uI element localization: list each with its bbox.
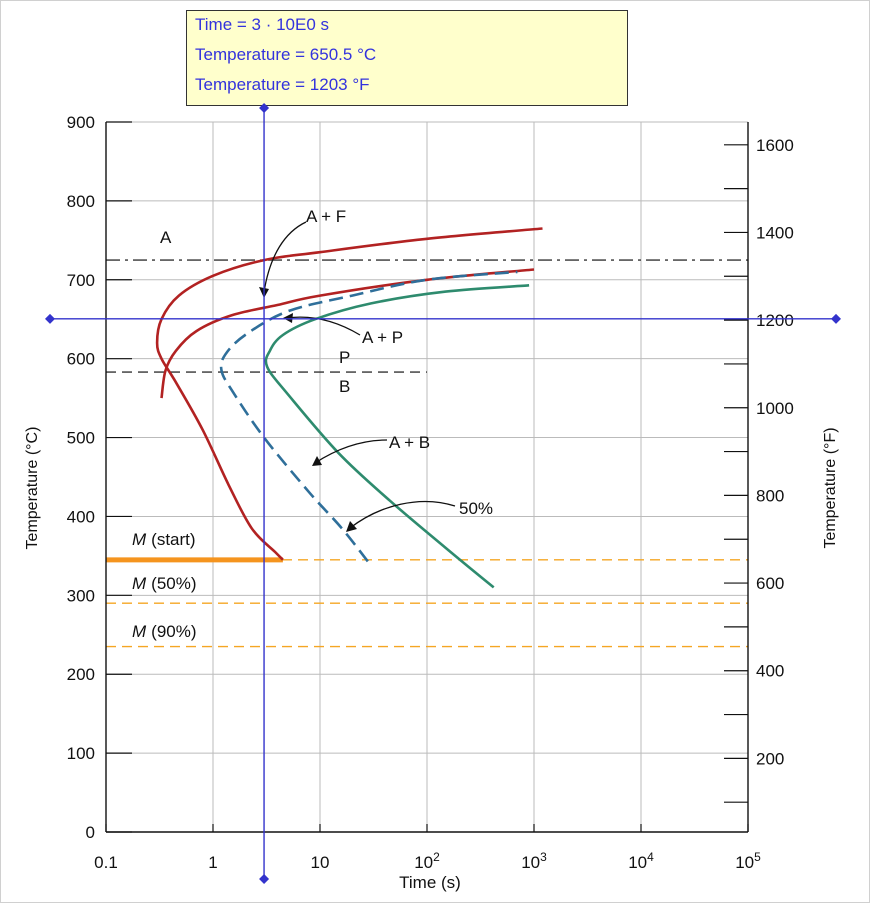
x-tick-label: 104 [628,850,654,872]
annotation-arrowheads [259,287,357,532]
m-symbol: M [132,574,147,593]
arrow-ab [314,439,388,464]
y-right-tick-label: 1200 [756,311,794,330]
m-90-suffix: (90%) [151,622,196,641]
label-austenite-pearlite: A + P [362,328,403,347]
arrow-af [263,221,307,293]
x-tick-label: 102 [414,850,440,872]
y-tick-label: 600 [67,350,95,369]
axes [105,121,749,833]
annotation-arrows [263,221,456,529]
y-tick-label: 100 [67,744,95,763]
arrowhead-ap [283,313,293,323]
cursor-handle-left [45,313,55,324]
x-tick-label: 10 [311,853,330,872]
y-tick-label: 400 [67,507,95,526]
arrow-ap [286,316,361,336]
x-axis-title: Time (s) [399,873,461,892]
y-tick-label: 900 [67,113,95,132]
m-start-suffix: (start) [151,530,195,549]
x-tick-label: 1 [208,853,217,872]
transformation-curve-4 [264,284,530,589]
label-austenite: A [160,228,172,247]
cursor-handle-top [259,103,270,113]
y-tick-label: 0 [86,823,95,842]
transformation-curve-1 [155,227,543,561]
m-symbol: M [132,622,147,641]
arrowhead-50 [346,521,357,532]
x-tick-label: 105 [735,850,761,872]
arrow-50 [349,500,456,529]
y-right-tick-label: 1000 [756,399,794,418]
x-tick-label: 103 [521,850,547,872]
y-right-tick-label: 1600 [756,136,794,155]
y-right-tick-label: 1400 [756,223,794,242]
label-m-50: M (50%) [132,574,197,593]
y-right-tick-label: 200 [756,749,784,768]
crosshair-cursor[interactable] [45,103,841,884]
label-pearlite: P [339,348,350,367]
cursor-handle-bottom [259,874,270,884]
x-tick-label: 0.1 [94,853,118,872]
label-m-start: M (start) [132,530,196,549]
reference-lines [106,259,748,648]
y-tick-label: 300 [67,586,95,605]
tick-labels: 0.1 1 10 102 103 104 105 0 100 200 300 400 500 600 700… [67,113,794,872]
y-tick-label: 700 [67,271,95,290]
label-fifty-percent: 50% [459,499,493,518]
y-right-tick-label: 800 [756,486,784,505]
temperature-celsius-readout: Temperature = 650.5 °C [195,45,377,64]
time-readout: Time = 3 · 10E0 s [195,15,330,34]
grid [105,121,749,833]
label-austenite-bainite: A + B [389,433,430,452]
y-axis-title-right: Temperature (°F) [822,427,839,548]
y-right-tick-label: 400 [756,662,784,681]
y-tick-label: 800 [67,192,95,211]
m-symbol: M [132,530,147,549]
transformation-curves [155,227,543,589]
y-axis-title-left: Temperature (°C) [24,427,41,550]
transformation-curve-3 [219,270,518,563]
y-right-tick-label: 600 [756,574,784,593]
label-m-90: M (90%) [132,622,197,641]
label-bainite: B [339,377,350,396]
cursor-readout-box: Time = 3 · 10E0 s Temperature = 650.5 °C… [186,10,628,106]
arrowhead-ab [312,456,322,466]
m-50-suffix: (50%) [151,574,196,593]
temperature-fahrenheit-readout: Temperature = 1203 °F [195,75,370,94]
y-tick-label: 500 [67,429,95,448]
label-austenite-ferrite: A + F [306,207,346,226]
y-tick-label: 200 [67,665,95,684]
cursor-handle-right [831,313,841,324]
